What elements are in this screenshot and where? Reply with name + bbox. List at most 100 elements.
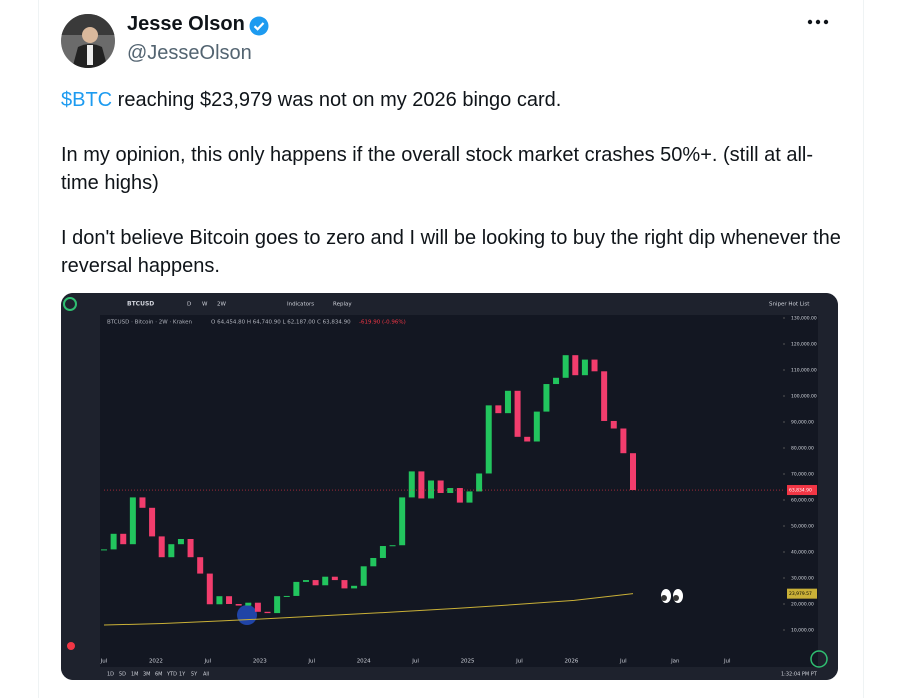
legend: BTCUSD · Bitcoin · 2W · Kraken — [107, 320, 193, 326]
x-tick-label: 2026 — [564, 659, 578, 665]
candle — [206, 573, 213, 605]
candle — [312, 580, 319, 586]
author-name[interactable]: Jesse Olson — [127, 13, 245, 35]
candle — [149, 507, 156, 537]
y-tick-label: 130,000.00 — [791, 316, 817, 322]
x-tick-label: Jul — [204, 659, 212, 665]
candle — [591, 359, 598, 372]
candle — [101, 549, 107, 551]
candle — [399, 497, 406, 546]
x-tick-label: Jul — [307, 659, 315, 665]
toolbar-button: Indicators — [287, 302, 314, 308]
candle — [562, 355, 569, 378]
clock: 1:32:04 PM PT — [781, 672, 818, 678]
price-tag — [787, 588, 817, 599]
x-tick-label: Jul — [100, 659, 108, 665]
range-button[interactable]: 1D — [107, 672, 114, 678]
candle — [139, 497, 146, 508]
range-button[interactable]: 5D — [119, 672, 126, 678]
candle — [514, 390, 521, 437]
candle — [274, 596, 281, 614]
candle — [601, 371, 608, 421]
candle — [245, 602, 252, 606]
candle — [254, 602, 261, 612]
candle — [408, 471, 415, 498]
y-tick-label: 40,000.00 — [791, 550, 814, 556]
candle — [370, 557, 377, 567]
candle — [216, 596, 223, 605]
y-tick-label: 90,000.00 — [791, 420, 814, 426]
ma-line — [103, 593, 634, 626]
x-tick-label: Jul — [619, 659, 627, 665]
candle — [504, 390, 511, 414]
x-tick-label: Jul — [723, 659, 731, 665]
tweet-text: $BTC reaching $23,979 was not on my 2026… — [61, 86, 841, 307]
candle — [428, 480, 435, 499]
candle — [129, 497, 136, 545]
price-tag — [787, 485, 817, 496]
range-button[interactable]: 3M — [143, 672, 151, 678]
candle — [302, 580, 309, 582]
y-tick-label: 70,000.00 — [791, 472, 814, 478]
range-button[interactable]: YTD — [166, 672, 177, 678]
candle — [158, 536, 165, 558]
tweet-card — [38, 0, 864, 698]
ma-label: 23,979.57 — [789, 591, 812, 597]
candle — [379, 546, 386, 558]
candle — [322, 576, 329, 586]
range-button[interactable]: All — [203, 672, 209, 678]
range-button[interactable]: 6M — [155, 672, 163, 678]
candle — [456, 488, 463, 503]
candle — [341, 580, 348, 589]
author-handle[interactable]: @JesseOlson — [127, 42, 252, 64]
range-button[interactable]: 5Y — [191, 672, 198, 678]
candle — [235, 604, 242, 606]
chart-image[interactable]: BTCUSD D W 2W Indicators Replay Sniper Hot Lis… — [61, 293, 838, 680]
y-tick-label: 110,000.00 — [791, 368, 817, 374]
x-tick-label: Jul — [515, 659, 523, 665]
y-tick-label: 50,000.00 — [791, 524, 814, 530]
range-button[interactable]: 1M — [131, 672, 139, 678]
candle — [360, 566, 367, 586]
candle — [485, 405, 492, 474]
watchlist: Sniper Hot List — [769, 302, 810, 308]
ohlc: O 64,454.80 H 64,740.90 L 62,187.00 C 63… — [211, 320, 351, 326]
eyes-emoji — [661, 589, 683, 603]
timeframe[interactable]: W — [202, 302, 208, 308]
candle — [331, 576, 338, 581]
candle — [168, 544, 175, 558]
candle — [351, 585, 358, 589]
last-price-label: 63,834.90 — [789, 488, 812, 494]
timeframe[interactable]: 2W — [217, 302, 226, 308]
verified-badge — [249, 16, 269, 36]
candle — [283, 595, 290, 597]
timeframe[interactable]: D — [187, 302, 191, 308]
avatar[interactable] — [60, 13, 116, 69]
candle — [581, 359, 588, 376]
candle — [447, 488, 454, 493]
candle — [197, 557, 204, 574]
range-button[interactable]: 1Y — [179, 672, 186, 678]
text: reaching $23,979 was not on my 2026 bing… — [112, 89, 562, 111]
candle — [533, 411, 540, 442]
candle — [437, 480, 444, 493]
candle — [524, 436, 531, 442]
candle — [476, 473, 483, 492]
candle — [110, 533, 117, 550]
candle — [553, 377, 560, 385]
toolbar-button: Replay — [333, 302, 352, 308]
x-tick-label: 2022 — [149, 659, 163, 665]
candle — [187, 539, 194, 558]
candle — [389, 545, 396, 547]
candle — [495, 405, 502, 414]
candle — [620, 428, 627, 454]
candle — [466, 491, 473, 503]
more-button[interactable] — [806, 16, 830, 28]
candle — [264, 611, 271, 614]
candle — [630, 453, 636, 491]
y-tick-label: 120,000.00 — [791, 342, 817, 348]
cashtag[interactable]: $BTC — [61, 89, 113, 111]
candle — [543, 384, 550, 412]
candle — [418, 471, 425, 499]
x-tick-label: 2023 — [253, 659, 267, 665]
